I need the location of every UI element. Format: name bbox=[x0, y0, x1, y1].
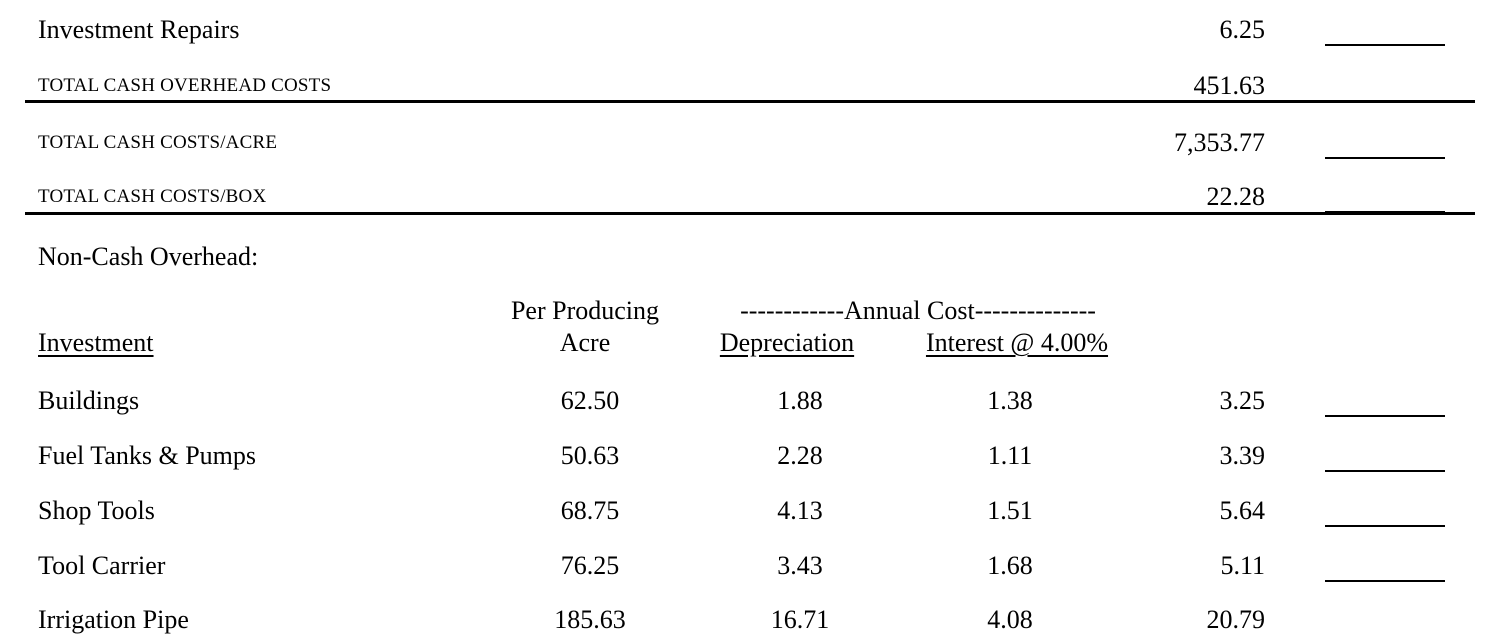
cell-value: 20.79 bbox=[1206, 605, 1266, 634]
column-header: Per Producing bbox=[510, 296, 660, 325]
column-header: Investment bbox=[38, 328, 154, 357]
cell-value: 16.71 bbox=[770, 605, 830, 634]
cell-value: 3.39 bbox=[1219, 441, 1266, 470]
cell-value: 50.63 bbox=[560, 441, 620, 470]
cell-value: 1.68 bbox=[987, 551, 1033, 580]
cell-value: 1.11 bbox=[987, 441, 1033, 470]
row-label: TOTAL CASH COSTS/ACRE bbox=[38, 132, 278, 153]
column-header: Interest @ 4.00% bbox=[925, 328, 1109, 357]
row-label: TOTAL CASH COSTS/BOX bbox=[38, 186, 267, 207]
cell-value: 68.75 bbox=[560, 496, 620, 525]
blank-line bbox=[1325, 157, 1445, 159]
blank-line bbox=[1325, 525, 1445, 527]
blank-line bbox=[1325, 470, 1445, 472]
cell-value: 4.08 bbox=[987, 605, 1033, 634]
row-value: 7,353.77 bbox=[1174, 128, 1265, 157]
row-label: Tool Carrier bbox=[38, 551, 166, 580]
row-label: Fuel Tanks & Pumps bbox=[38, 441, 257, 470]
cell-value: 3.25 bbox=[1219, 386, 1266, 415]
row-label: Shop Tools bbox=[38, 496, 155, 525]
blank-line bbox=[1325, 211, 1445, 213]
column-header: Depreciation bbox=[719, 328, 855, 357]
cell-value: 62.50 bbox=[560, 386, 620, 415]
row-label: Irrigation Pipe bbox=[38, 605, 189, 634]
cell-value: 76.25 bbox=[560, 551, 620, 580]
row-label: TOTAL CASH OVERHEAD COSTS bbox=[38, 75, 332, 96]
row-value: 6.25 bbox=[1219, 15, 1266, 44]
cell-value: 185.63 bbox=[554, 605, 626, 634]
column-header-text: Acre bbox=[559, 328, 611, 357]
blank-line bbox=[1325, 44, 1445, 46]
cell-value: 5.11 bbox=[1220, 551, 1265, 580]
rule bbox=[25, 100, 1475, 103]
row-label: Investment Repairs bbox=[38, 15, 240, 44]
blank-line bbox=[1325, 580, 1445, 582]
column-header: ------------Annual Cost-------------- bbox=[740, 296, 1096, 325]
row-value: 451.63 bbox=[1193, 71, 1266, 100]
row-value: 22.28 bbox=[1206, 182, 1266, 211]
rule bbox=[25, 212, 1475, 215]
section-title: Non-Cash Overhead: bbox=[38, 242, 259, 271]
column-header: Acre bbox=[503, 328, 667, 358]
blank-line bbox=[1325, 100, 1445, 102]
cell-value: 3.43 bbox=[777, 551, 823, 580]
cell-value: 2.28 bbox=[777, 441, 823, 470]
cell-value: 1.51 bbox=[987, 496, 1033, 525]
row-label: Buildings bbox=[38, 386, 140, 415]
cell-value: 1.38 bbox=[987, 386, 1033, 415]
cell-value: 5.64 bbox=[1219, 496, 1266, 525]
cell-value: 4.13 bbox=[777, 496, 823, 525]
blank-line bbox=[1325, 415, 1445, 417]
cell-value: 1.88 bbox=[777, 386, 823, 415]
